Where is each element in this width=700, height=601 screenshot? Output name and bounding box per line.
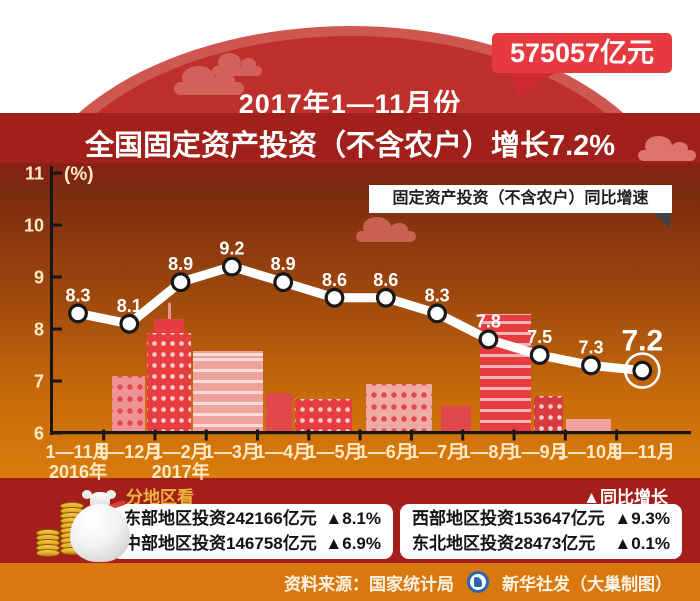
region-row: 东北地区投资28473亿元 ▲0.1% bbox=[412, 531, 670, 556]
building-decoration bbox=[534, 396, 563, 433]
region-row: 东部地区投资242166亿元 ▲8.1% bbox=[124, 506, 381, 531]
west-northeast-region-card: 西部地区投资153647亿元 ▲9.3% 东北地区投资28473亿元 ▲0.1% bbox=[400, 504, 682, 559]
xinhua-logo bbox=[467, 571, 489, 593]
region-change-value: ▲0.1% bbox=[614, 534, 670, 553]
region-change-value: ▲9.3% bbox=[614, 509, 670, 528]
data-source-text: 资料来源：国家统计局 bbox=[284, 574, 454, 594]
region-investment-text: 中部地区投资146758亿元 bbox=[124, 534, 317, 553]
building-decoration bbox=[366, 384, 432, 433]
credit-text: 新华社发（大巢制图） bbox=[502, 574, 672, 594]
region-change-value: ▲8.1% bbox=[325, 509, 381, 528]
title-band: 全国固定资产投资（不含农户）增长7.2% bbox=[0, 113, 700, 163]
footer-bar: 资料来源：国家统计局 新华社发（大巢制图） bbox=[0, 563, 700, 601]
cloud-icon bbox=[356, 217, 416, 242]
east-central-region-card: 东部地区投资242166亿元 ▲8.1% 中部地区投资146758亿元 ▲6.9… bbox=[112, 504, 393, 559]
total-investment-badge: 575057亿元 bbox=[492, 33, 672, 73]
building-decoration bbox=[112, 376, 145, 433]
yoy-growth-note: ▲同比增长 bbox=[583, 488, 668, 507]
coins-icon bbox=[36, 529, 60, 557]
building-decoration bbox=[566, 419, 611, 433]
region-change-value: ▲6.9% bbox=[325, 534, 381, 553]
city-skyline-decoration bbox=[0, 298, 700, 433]
cloud-icon bbox=[638, 136, 696, 161]
building-decoration bbox=[154, 319, 184, 333]
building-decoration bbox=[480, 314, 531, 433]
building-decoration bbox=[266, 393, 292, 433]
region-section-title: 分地区看 bbox=[126, 488, 194, 507]
region-investment-text: 东部地区投资242166亿元 bbox=[124, 509, 317, 528]
money-bag-icon bbox=[70, 490, 130, 564]
cloud-icon bbox=[212, 52, 262, 76]
cloud-icon bbox=[174, 65, 244, 95]
region-investment-text: 东北地区投资28473亿元 bbox=[412, 534, 596, 553]
page-title-line2: 全国固定资产投资（不含农户）增长7.2% bbox=[84, 130, 616, 162]
chart-legend: 固定资产投资（不含农户）同比增速 bbox=[369, 185, 672, 213]
region-row: 西部地区投资153647亿元 ▲9.3% bbox=[412, 506, 670, 531]
building-decoration bbox=[295, 399, 352, 433]
building-decoration bbox=[441, 406, 471, 433]
region-row: 中部地区投资146758亿元 ▲6.9% bbox=[124, 531, 381, 556]
building-decoration bbox=[147, 333, 191, 433]
region-investment-text: 西部地区投资153647亿元 bbox=[412, 509, 605, 528]
building-decoration bbox=[193, 351, 263, 433]
